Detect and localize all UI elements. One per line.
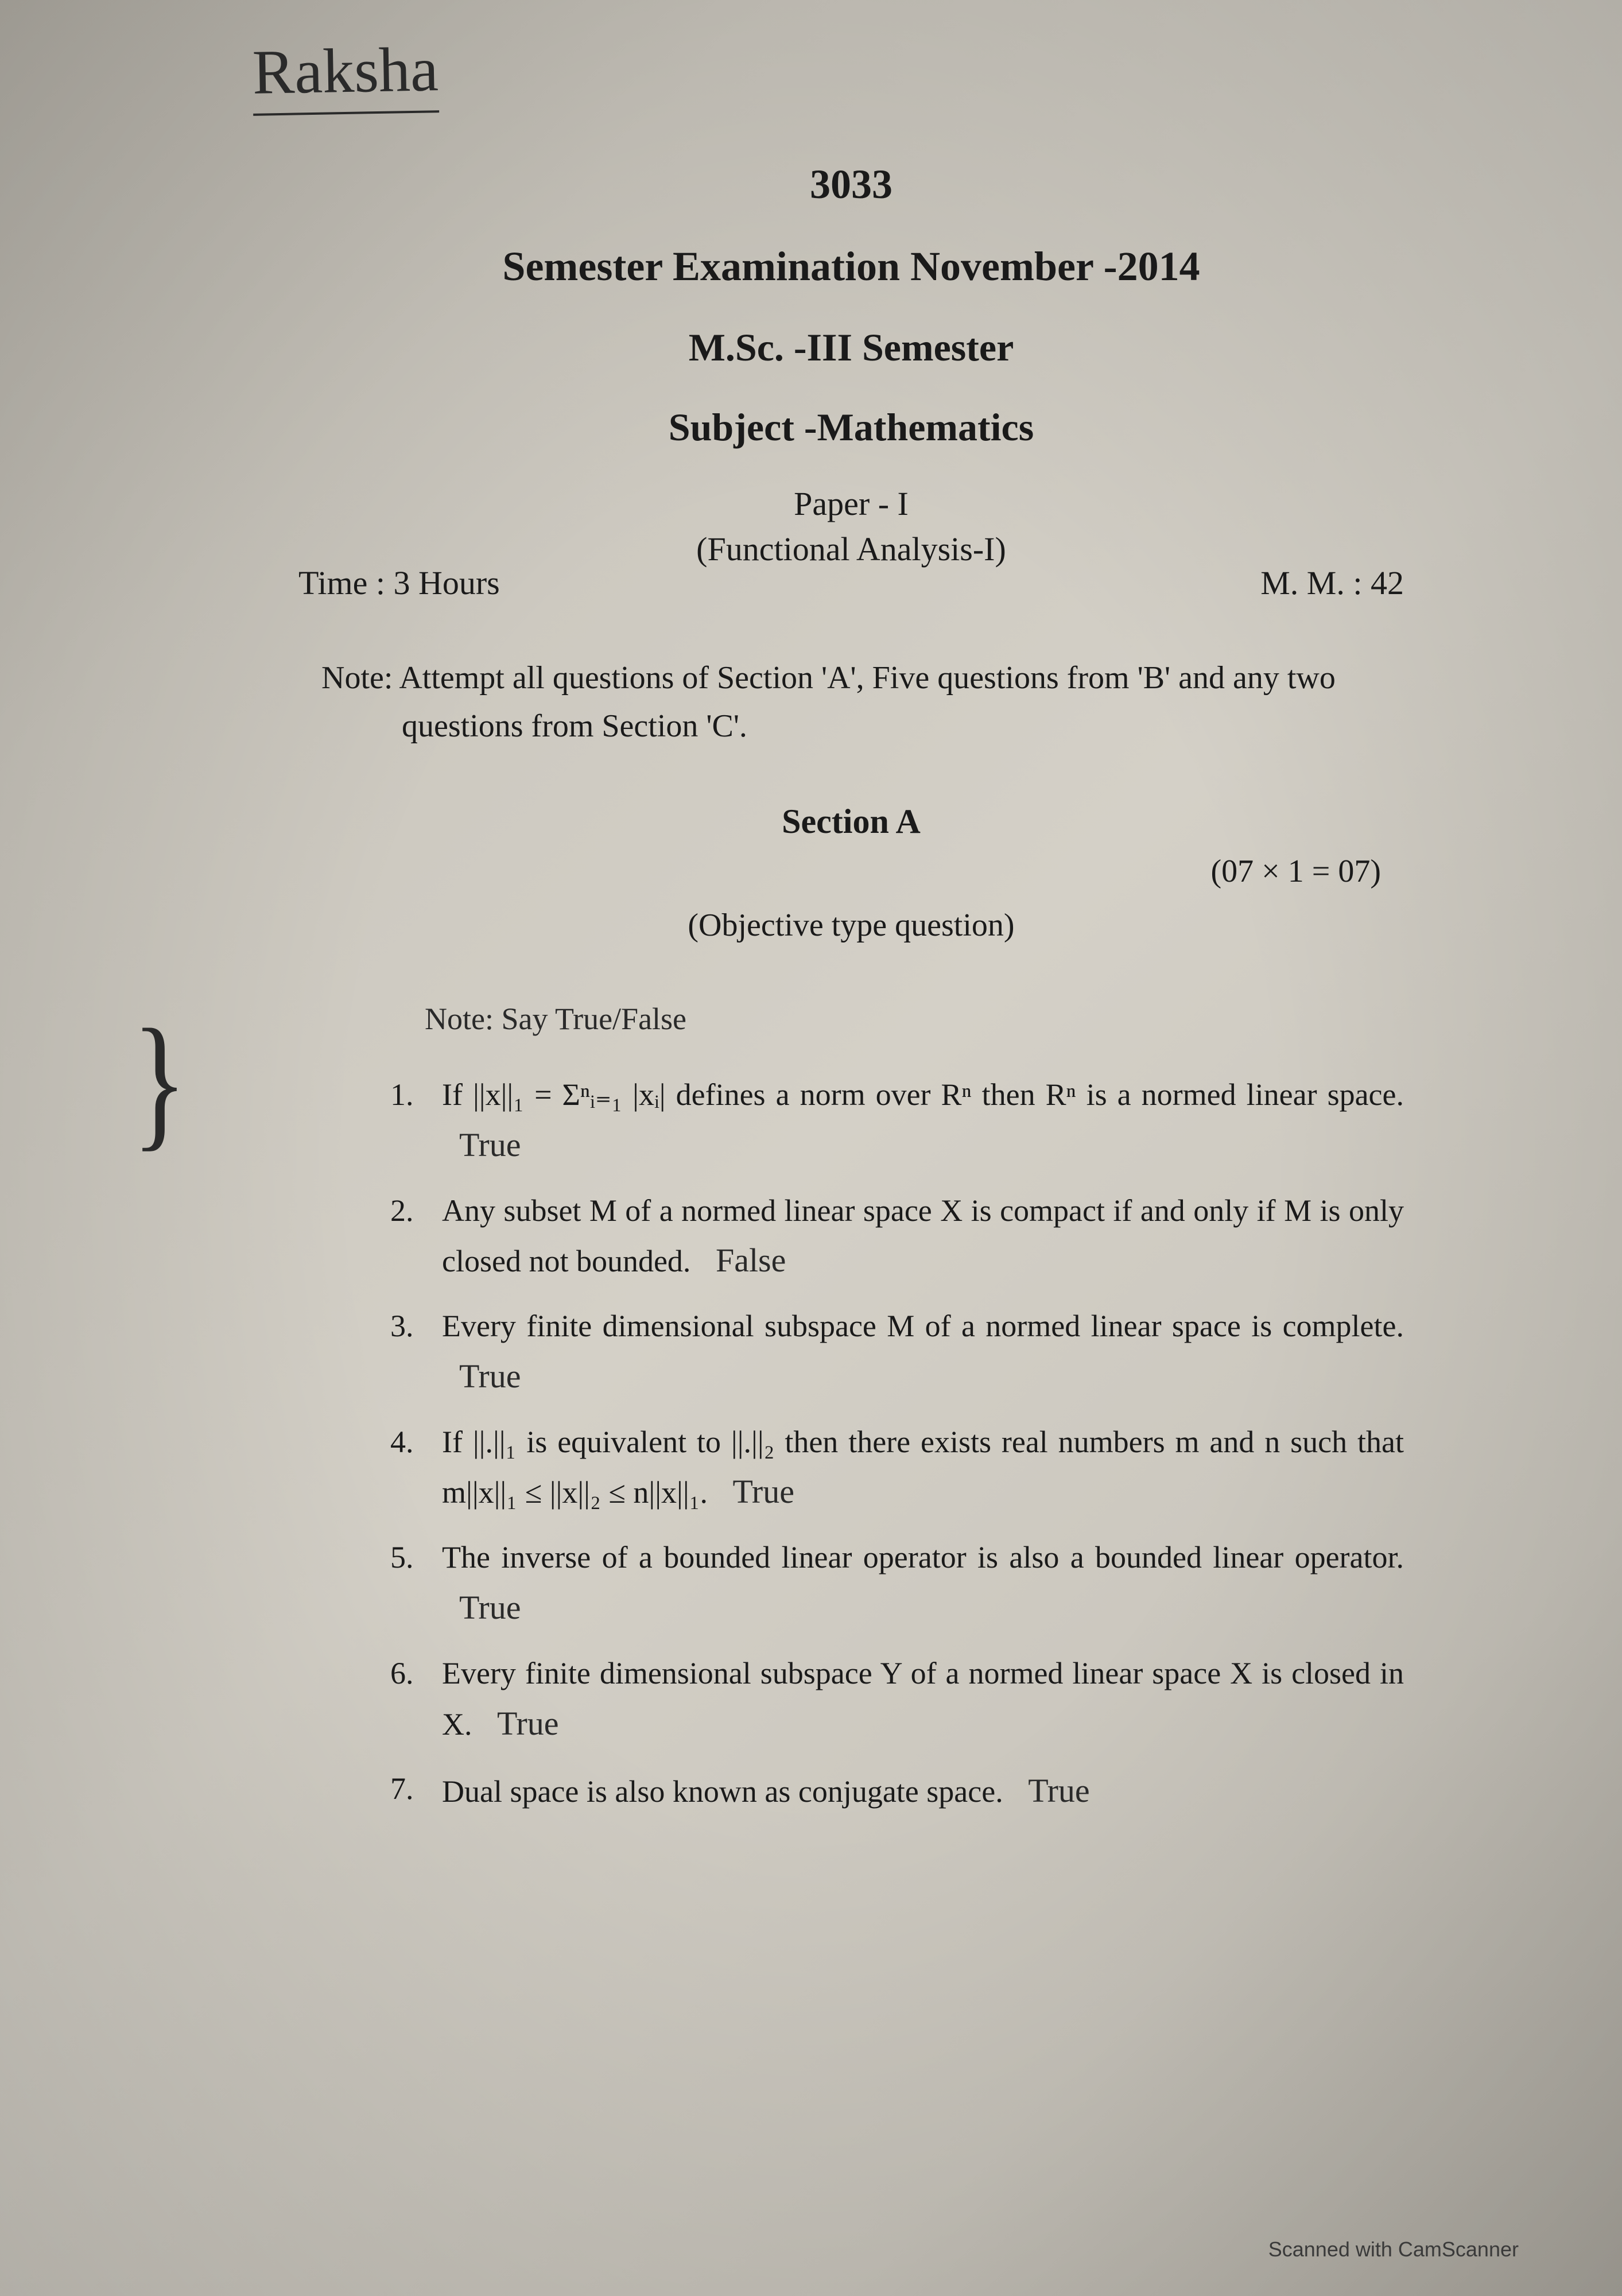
question-text: Any subset M of a normed linear space X … <box>442 1187 1404 1287</box>
question-row: 1. If ||x||₁ = Σⁿᵢ₌₁ |xᵢ| defines a norm… <box>390 1071 1404 1171</box>
handwritten-answer: True <box>497 1698 558 1750</box>
handwritten-answer: True <box>459 1582 521 1634</box>
subject-line: Subject -Mathematics <box>298 405 1404 450</box>
question-row: 2. Any subset M of a normed linear space… <box>390 1187 1404 1287</box>
question-number: 3. <box>390 1302 442 1402</box>
question-text: Dual space is also known as conjugate sp… <box>442 1765 1404 1817</box>
sub-note: Note: Say True/False <box>298 1001 1404 1037</box>
handwritten-answer: True <box>459 1351 521 1402</box>
question-text: If ||x||₁ = Σⁿᵢ₌₁ |xᵢ| defines a norm ov… <box>442 1071 1404 1171</box>
handwritten-answer: False <box>716 1235 786 1286</box>
time-marks-row: Time : 3 Hours M. M. : 42 <box>298 564 1404 602</box>
exam-title: Semester Examination November -2014 <box>298 243 1404 290</box>
question-row: 7. Dual space is also known as conjugate… <box>390 1765 1404 1817</box>
question-number: 2. <box>390 1187 442 1287</box>
question-type-label: (Objective type question) <box>298 907 1404 944</box>
question-number: 6. <box>390 1650 442 1750</box>
question-text: The inverse of a bounded linear operator… <box>442 1534 1404 1634</box>
paper-code: 3033 <box>298 161 1404 208</box>
question-row: 5. The inverse of a bounded linear opera… <box>390 1534 1404 1634</box>
paper-name: (Functional Analysis-I) <box>298 530 1404 568</box>
question-number: 1. <box>390 1071 442 1171</box>
question-text: Every finite dimensional subspace M of a… <box>442 1302 1404 1402</box>
handwritten-answer: True <box>459 1119 521 1171</box>
question-row: 3. Every finite dimensional subspace M o… <box>390 1302 1404 1402</box>
question-number: 5. <box>390 1534 442 1634</box>
section-a-marks: (07 × 1 = 07) <box>298 853 1404 890</box>
question-text: If ||.||₁ is equivalent to ||.||₂ then t… <box>442 1418 1404 1518</box>
questions-list: 1. If ||x||₁ = Σⁿᵢ₌₁ |xᵢ| defines a norm… <box>298 1071 1404 1817</box>
handwritten-answer: True <box>1028 1765 1089 1817</box>
max-marks-label: M. M. : 42 <box>1260 564 1404 602</box>
paper-number: Paper - I <box>298 484 1404 523</box>
exam-page: 3033 Semester Examination November -2014… <box>0 0 1622 2296</box>
question-text: Every finite dimensional subspace Y of a… <box>442 1650 1404 1750</box>
section-a-title: Section A <box>298 802 1404 841</box>
main-note: Note: Attempt all questions of Section '… <box>379 654 1404 750</box>
question-number: 7. <box>390 1765 442 1817</box>
handwritten-answer: True <box>732 1466 794 1518</box>
question-row: 4. If ||.||₁ is equivalent to ||.||₂ the… <box>390 1418 1404 1518</box>
question-row: 6. Every finite dimensional subspace Y o… <box>390 1650 1404 1750</box>
semester-line: M.Sc. -III Semester <box>298 325 1404 370</box>
scanner-watermark: Scanned with CamScanner <box>1268 2237 1519 2262</box>
question-number: 4. <box>390 1418 442 1518</box>
time-label: Time : 3 Hours <box>298 564 500 602</box>
